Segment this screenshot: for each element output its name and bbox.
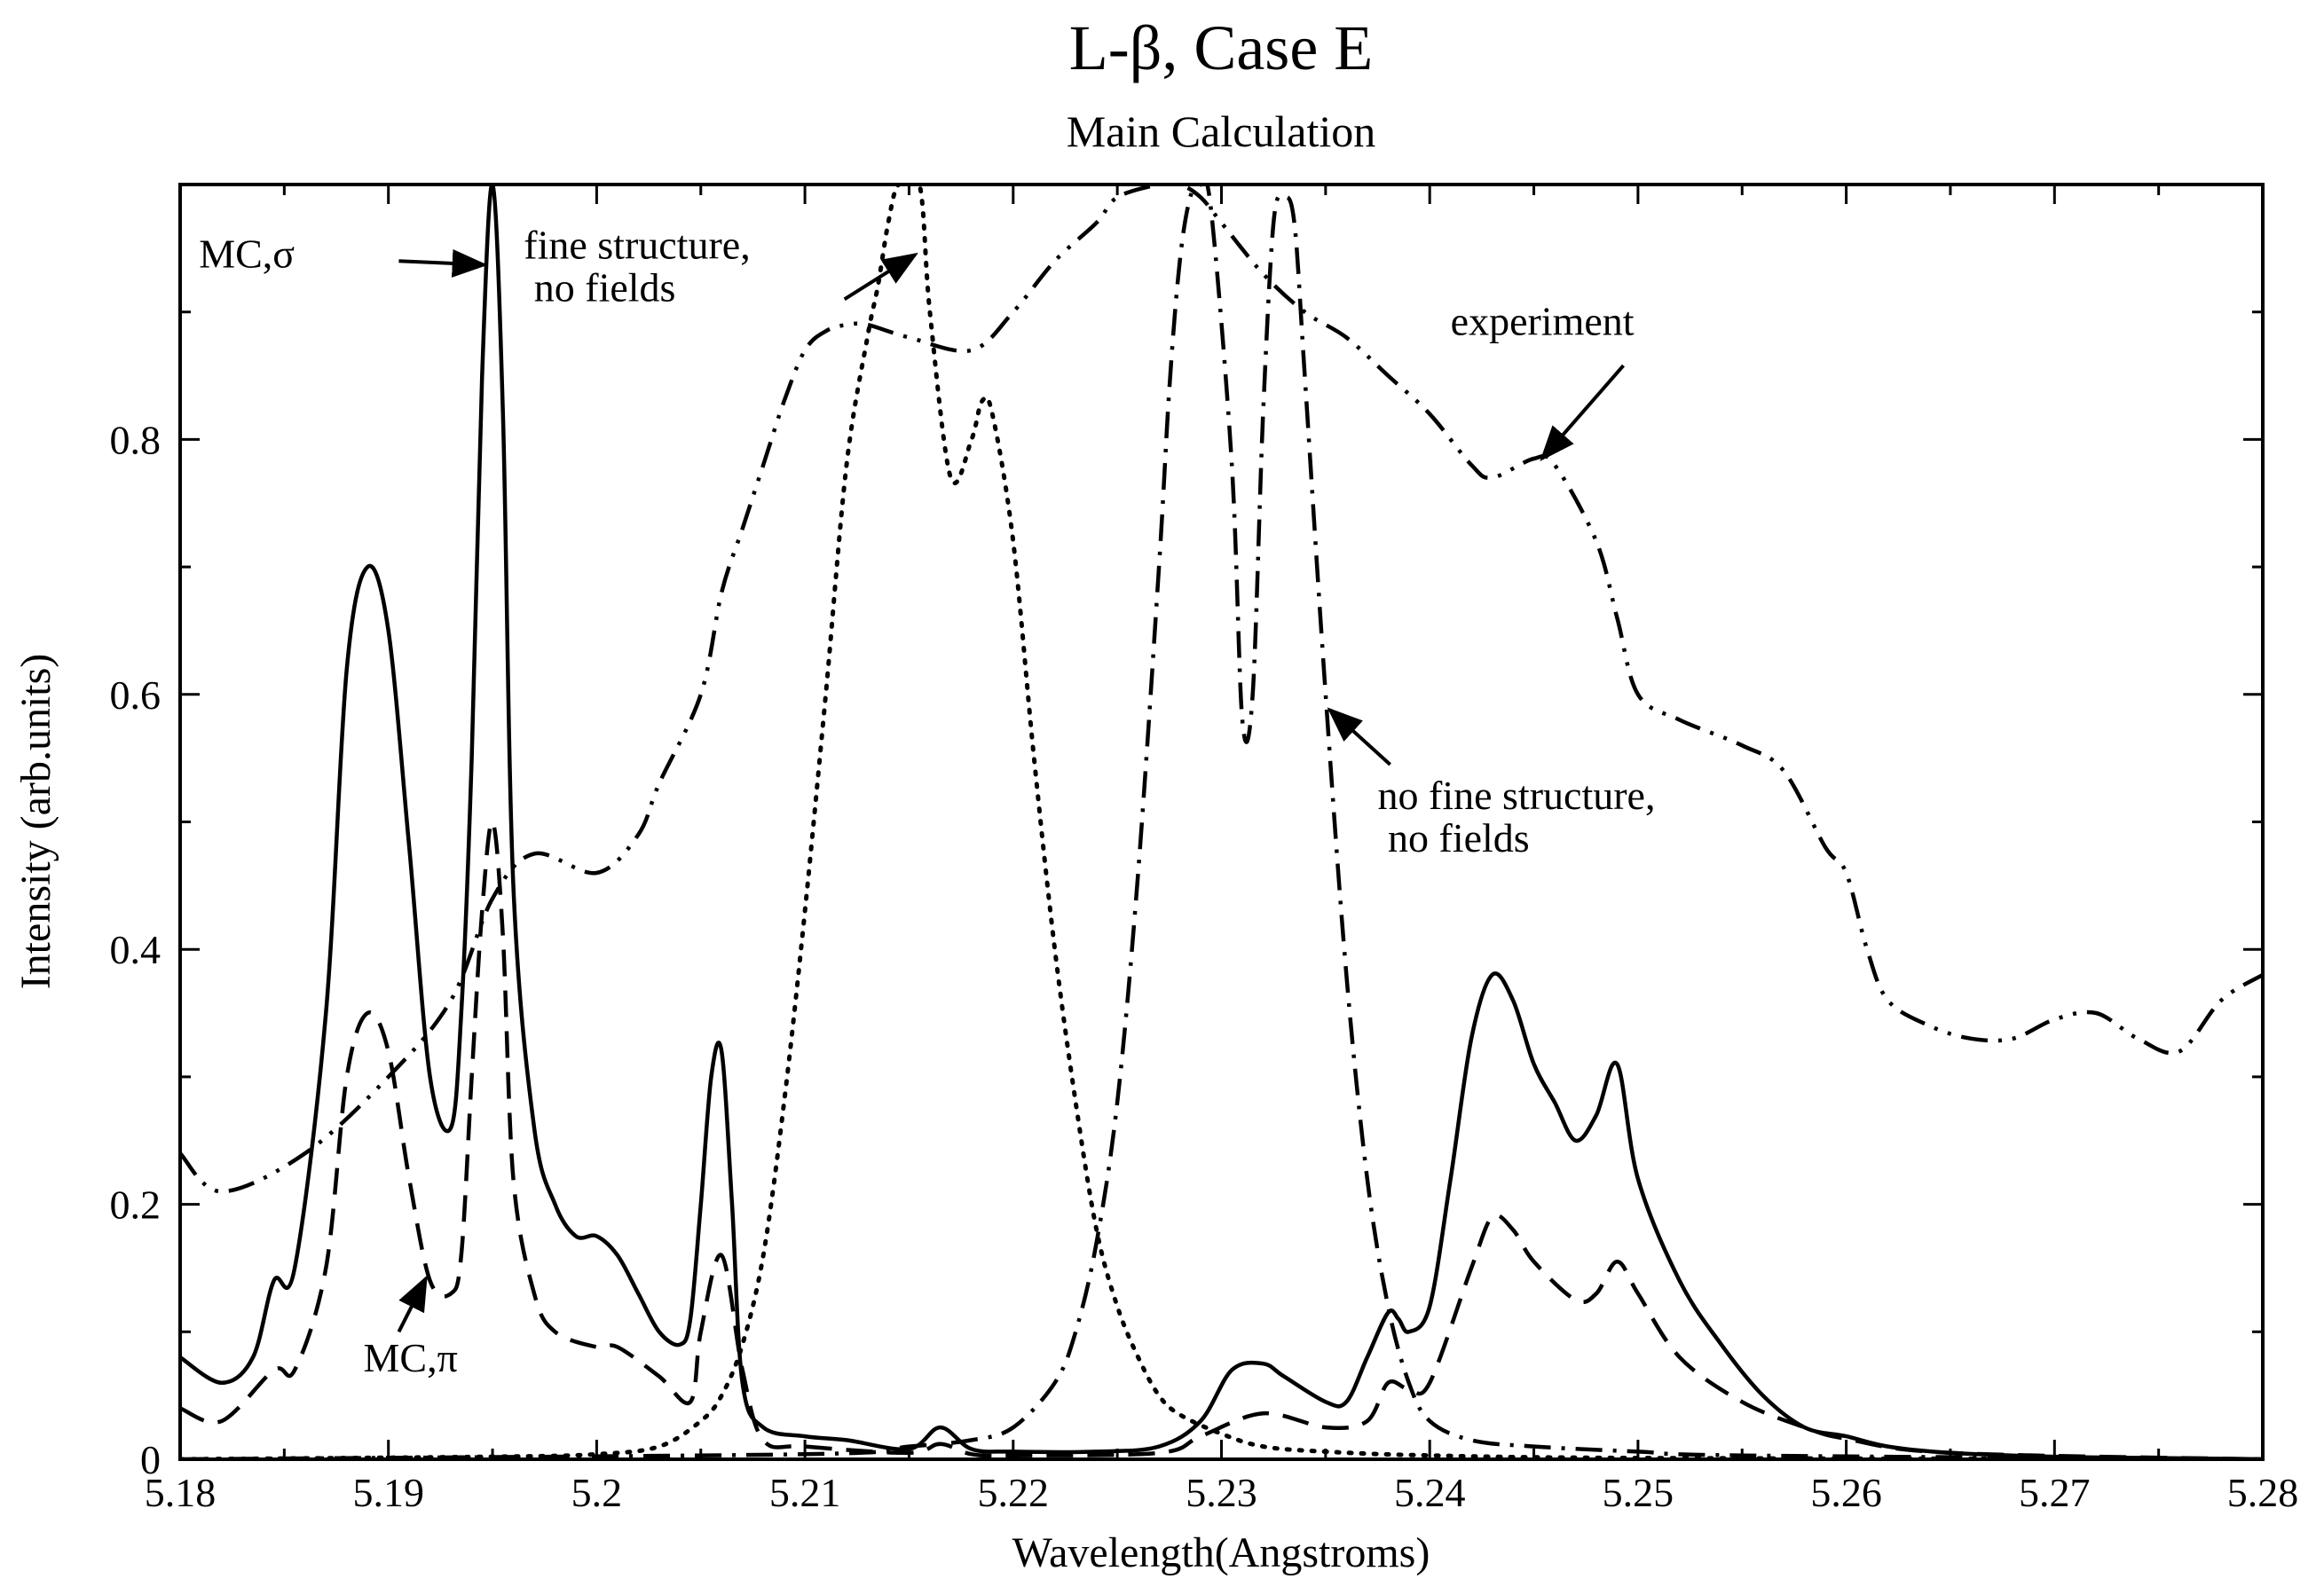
annotation-label: experiment — [1451, 299, 1635, 344]
x-tick-label: 5.25 — [1603, 1470, 1674, 1515]
x-tick-label: 5.28 — [2227, 1470, 2299, 1515]
x-tick-label: 5.23 — [1186, 1470, 1257, 1515]
x-tick-label: 5.24 — [1394, 1470, 1466, 1515]
annotation-arrow — [398, 248, 488, 278]
y-tick-label: 0.8 — [110, 417, 161, 462]
annotation-label: no fine structure, no fields — [1378, 773, 1656, 860]
annotation-label: fine structure, no fields — [524, 222, 750, 310]
chart-title: L-β, Case E — [1069, 12, 1374, 83]
series-line-5 — [180, 185, 2263, 1194]
annotation-arrow — [1540, 364, 1625, 461]
x-tick-label: 5.18 — [145, 1470, 217, 1515]
y-tick-label: 0 — [140, 1437, 161, 1482]
y-tick-label: 0.2 — [110, 1182, 161, 1228]
axis-ticks: 5.18 5.19 5.2 5.21 5.22 5.23 5.24 5.25 5.26 5.27 5… — [110, 183, 2299, 1515]
y-tick-label: 0.4 — [110, 927, 161, 972]
y-axis-label: Intensity (arb.units) — [12, 654, 59, 990]
x-tick-label: 5.22 — [978, 1470, 1050, 1515]
annotation-arrow — [397, 1275, 428, 1333]
series-line-1 — [180, 185, 2263, 1459]
x-tick-label: 5.19 — [352, 1470, 424, 1515]
annotation-label: MC,σ — [199, 231, 295, 276]
x-tick-label: 5.21 — [769, 1470, 841, 1515]
x-tick-label: 5.2 — [571, 1470, 623, 1515]
x-tick-label: 5.27 — [2019, 1470, 2091, 1515]
series-line-3 — [180, 185, 2263, 1459]
series-line-4 — [180, 185, 2263, 1459]
annotation-label: MC,π — [364, 1335, 458, 1380]
x-tick-label: 5.26 — [1810, 1470, 1882, 1515]
series-line-2 — [180, 820, 2263, 1459]
annotations: MC,σ fine structure, no fields experiment n… — [199, 222, 1655, 1380]
annotation-arrow — [1327, 707, 1391, 766]
plot-series-group — [180, 185, 2263, 1459]
x-axis-label: Wavelength(Angstroms) — [1012, 1529, 1430, 1576]
y-tick-label: 0.6 — [110, 672, 161, 718]
chart-subtitle: Main Calculation — [1067, 106, 1376, 156]
annotation-arrow — [843, 252, 918, 302]
